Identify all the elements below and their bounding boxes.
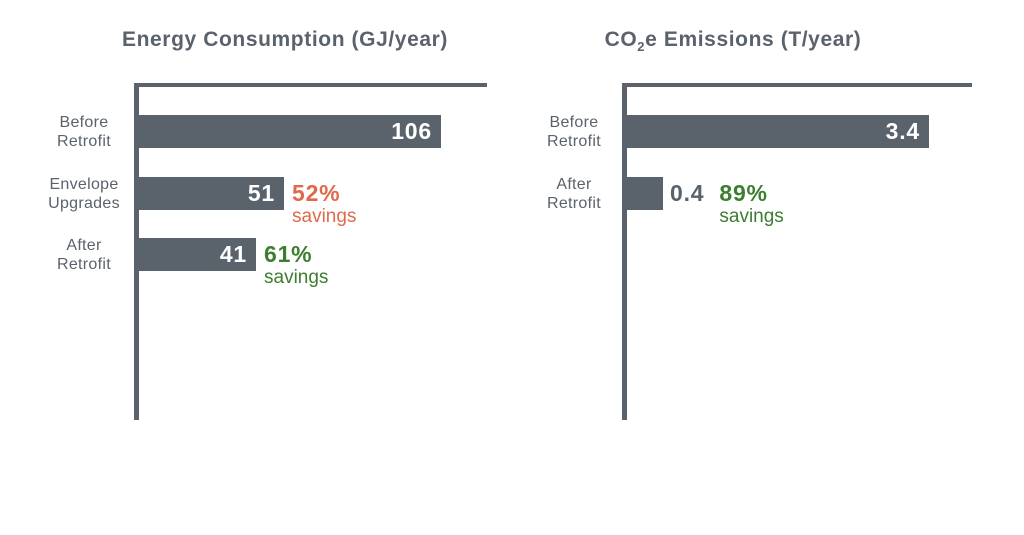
savings-word: savings bbox=[719, 206, 784, 227]
bar-after-retrofit: 41 bbox=[139, 238, 256, 271]
category-label-envelope-upgrades: Envelope Upgrades bbox=[24, 174, 144, 213]
bar-envelope-upgrades: 51 bbox=[139, 177, 284, 210]
axis-horizontal-line bbox=[134, 83, 487, 87]
category-label-line: Retrofit bbox=[547, 194, 601, 212]
bar-value-label: 41 bbox=[219, 241, 247, 267]
axis-horizontal-line bbox=[622, 83, 972, 87]
bar-value-label: 3.4 bbox=[885, 118, 920, 144]
bar-row-after-retrofit: 0.4 89% savings bbox=[627, 177, 784, 227]
savings-annotation: 89% savings bbox=[719, 177, 783, 227]
bar-row-before-retrofit: 3.4 bbox=[627, 115, 929, 148]
bar-before-retrofit: 106 bbox=[139, 115, 441, 148]
category-label-line: Before bbox=[549, 113, 599, 131]
bar-value-label: 106 bbox=[391, 118, 432, 144]
savings-word: savings bbox=[292, 206, 357, 227]
bar-value-label: 51 bbox=[247, 180, 275, 206]
bar-value-label-outside: 0.4 bbox=[670, 180, 705, 206]
category-label-line: After bbox=[66, 236, 102, 254]
axis-vertical-line bbox=[622, 83, 627, 420]
title-text: e Emissions (T/year) bbox=[645, 28, 862, 51]
savings-word: savings bbox=[264, 267, 329, 288]
savings-percent: 52% bbox=[292, 180, 341, 206]
chart-energy-consumption: Energy Consumption (GJ/year) Before Retr… bbox=[24, 28, 487, 420]
category-label-line: Retrofit bbox=[57, 255, 111, 273]
category-label-line: Upgrades bbox=[48, 194, 120, 212]
savings-percent: 61% bbox=[264, 241, 313, 267]
category-label-line: Before bbox=[59, 113, 109, 131]
category-label-line: Retrofit bbox=[57, 132, 111, 150]
bar-before-retrofit: 3.4 bbox=[627, 115, 929, 148]
title-text: CO bbox=[604, 28, 638, 51]
bar-after-retrofit bbox=[627, 177, 663, 210]
category-label-after-retrofit: After Retrofit bbox=[514, 174, 634, 213]
bar-row-before-retrofit: 106 bbox=[139, 115, 441, 148]
chart-co2e-emissions: CO2e Emissions (T/year) Before Retrofit … bbox=[512, 0, 1024, 535]
category-label-line: Retrofit bbox=[547, 132, 601, 150]
bar-row-envelope-upgrades: 51 52% savings bbox=[139, 177, 356, 227]
savings-annotation: 61% savings bbox=[264, 238, 328, 288]
chart-title-energy: Energy Consumption (GJ/year) bbox=[121, 28, 449, 51]
category-label-before-retrofit: Before Retrofit bbox=[514, 112, 634, 151]
title-subscript: 2 bbox=[637, 39, 646, 55]
category-label-line: Envelope bbox=[49, 175, 119, 193]
savings-annotation: 52% savings bbox=[292, 177, 356, 227]
savings-percent: 89% bbox=[719, 180, 768, 206]
category-label-after-retrofit: After Retrofit bbox=[24, 235, 144, 274]
chart-title-emissions: CO2e Emissions (T/year) bbox=[533, 28, 933, 54]
axis-vertical-line bbox=[134, 83, 139, 420]
bar-row-after-retrofit: 41 61% savings bbox=[139, 238, 328, 288]
category-label-line: After bbox=[556, 175, 592, 193]
category-label-before-retrofit: Before Retrofit bbox=[24, 112, 144, 151]
